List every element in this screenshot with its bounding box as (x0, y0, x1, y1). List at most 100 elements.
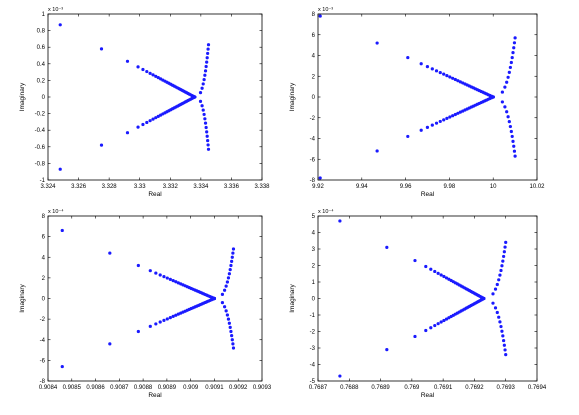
x-tick-label: 0.769 (404, 385, 420, 391)
data-point (136, 329, 140, 334)
y-tick-label: 0 (312, 95, 316, 101)
data-point (171, 279, 175, 283)
y-axis-label: Imaginary (289, 283, 296, 312)
y-tick-label: 6 (312, 33, 316, 39)
data-point (151, 117, 155, 121)
data-point (491, 292, 495, 296)
data-point (223, 305, 227, 309)
x-tick-label: 3.332 (163, 184, 179, 190)
data-point (433, 269, 437, 274)
y-tick-label: -4 (310, 137, 316, 143)
data-point (497, 315, 501, 319)
data-point (154, 271, 158, 275)
y-tick-label: -8 (310, 178, 316, 184)
data-point (419, 128, 423, 132)
data-point (206, 47, 210, 51)
y-tick-label: -1 (310, 313, 316, 319)
x-tick-label: 3.338 (254, 184, 270, 190)
data-point (429, 326, 433, 330)
data-point (205, 134, 209, 138)
data-point (510, 55, 514, 60)
data-point (498, 320, 502, 324)
data-point (442, 318, 446, 323)
data-point (148, 119, 152, 123)
data-point (154, 116, 158, 120)
data-point (513, 154, 517, 158)
y-tick-label: -2 (40, 317, 46, 323)
data-point (501, 334, 505, 338)
y-tick-label: 1 (42, 12, 46, 18)
data-point (154, 74, 158, 78)
plot-frame (47, 215, 263, 382)
data-point (512, 41, 517, 45)
data-point (511, 51, 515, 55)
y-tick-label: 2 (312, 264, 316, 270)
data-point (162, 275, 166, 279)
data-point (176, 312, 180, 316)
data-point (148, 269, 152, 273)
data-point (512, 144, 516, 148)
data-point (201, 82, 205, 86)
data-point (442, 118, 446, 122)
data-point (168, 277, 172, 281)
data-point (444, 276, 449, 280)
data-point (165, 317, 169, 321)
x-tick-label: 0.9087 (110, 385, 129, 391)
data-point (406, 55, 410, 60)
y-tick-label: 1 (312, 280, 316, 286)
data-point (434, 121, 439, 125)
data-point (503, 245, 507, 249)
x-tick-label: 0.9092 (229, 385, 248, 391)
data-point (511, 139, 515, 143)
data-point (174, 313, 178, 317)
data-point (502, 338, 506, 343)
data-point (206, 138, 210, 143)
data-point (318, 14, 322, 18)
data-point (158, 320, 162, 324)
x-axis-label: Real (421, 191, 435, 198)
data-point (442, 72, 446, 76)
data-point (456, 79, 460, 83)
subplot-top-left: 3.324 3.326 3.328 3.33 3.332 3.334 3.336 3.338 -… (0, 0, 290, 208)
data-point (338, 374, 342, 378)
data-point (429, 267, 433, 271)
data-point (136, 125, 140, 129)
data-point (451, 114, 455, 118)
data-point (212, 296, 217, 301)
data-point (493, 306, 498, 310)
data-point (338, 219, 342, 223)
data-point (227, 272, 231, 276)
y-tick-label: -0.2 (35, 112, 46, 118)
y-tick-label: 8 (42, 214, 46, 220)
x-axis-label: Real (148, 392, 162, 399)
y-tick-label: 2 (312, 74, 316, 80)
data-point (439, 320, 443, 324)
data-point (193, 95, 197, 99)
y-tick-label: -0.6 (35, 145, 46, 151)
data-point (60, 228, 64, 233)
data-point (99, 143, 104, 147)
data-point (495, 282, 499, 287)
y-exponent-label: x 10⁻⁴ (48, 208, 64, 215)
data-point (220, 292, 225, 296)
data-point (430, 123, 434, 127)
y-tick-label: -2 (310, 116, 316, 122)
data-point (499, 324, 503, 329)
data-point (125, 131, 130, 135)
y-tick-label: 0.2 (37, 78, 46, 84)
data-point (502, 250, 506, 254)
subplot-top-right: 9.92 9.94 9.96 9.98 10 10.02 -8 -6 -4 -2 0 2 4 6 8 x 10… (289, 0, 579, 208)
x-tick-label: 0.909 (183, 385, 199, 391)
data-point (230, 334, 234, 338)
data-point (509, 129, 513, 134)
data-point (141, 67, 145, 72)
data-point (506, 115, 510, 119)
chart-svg: 9.92 9.94 9.96 9.98 10 10.02 -8 -6 -4 -2 0 2 4 6 8x 10… (289, 7, 545, 198)
data-point (202, 77, 206, 82)
data-point (424, 328, 428, 333)
y-tick-label: -2 (310, 330, 316, 336)
x-tick-label: 0.7691 (434, 385, 453, 391)
data-point (165, 276, 169, 280)
data-point (99, 47, 104, 51)
data-point (231, 247, 236, 251)
